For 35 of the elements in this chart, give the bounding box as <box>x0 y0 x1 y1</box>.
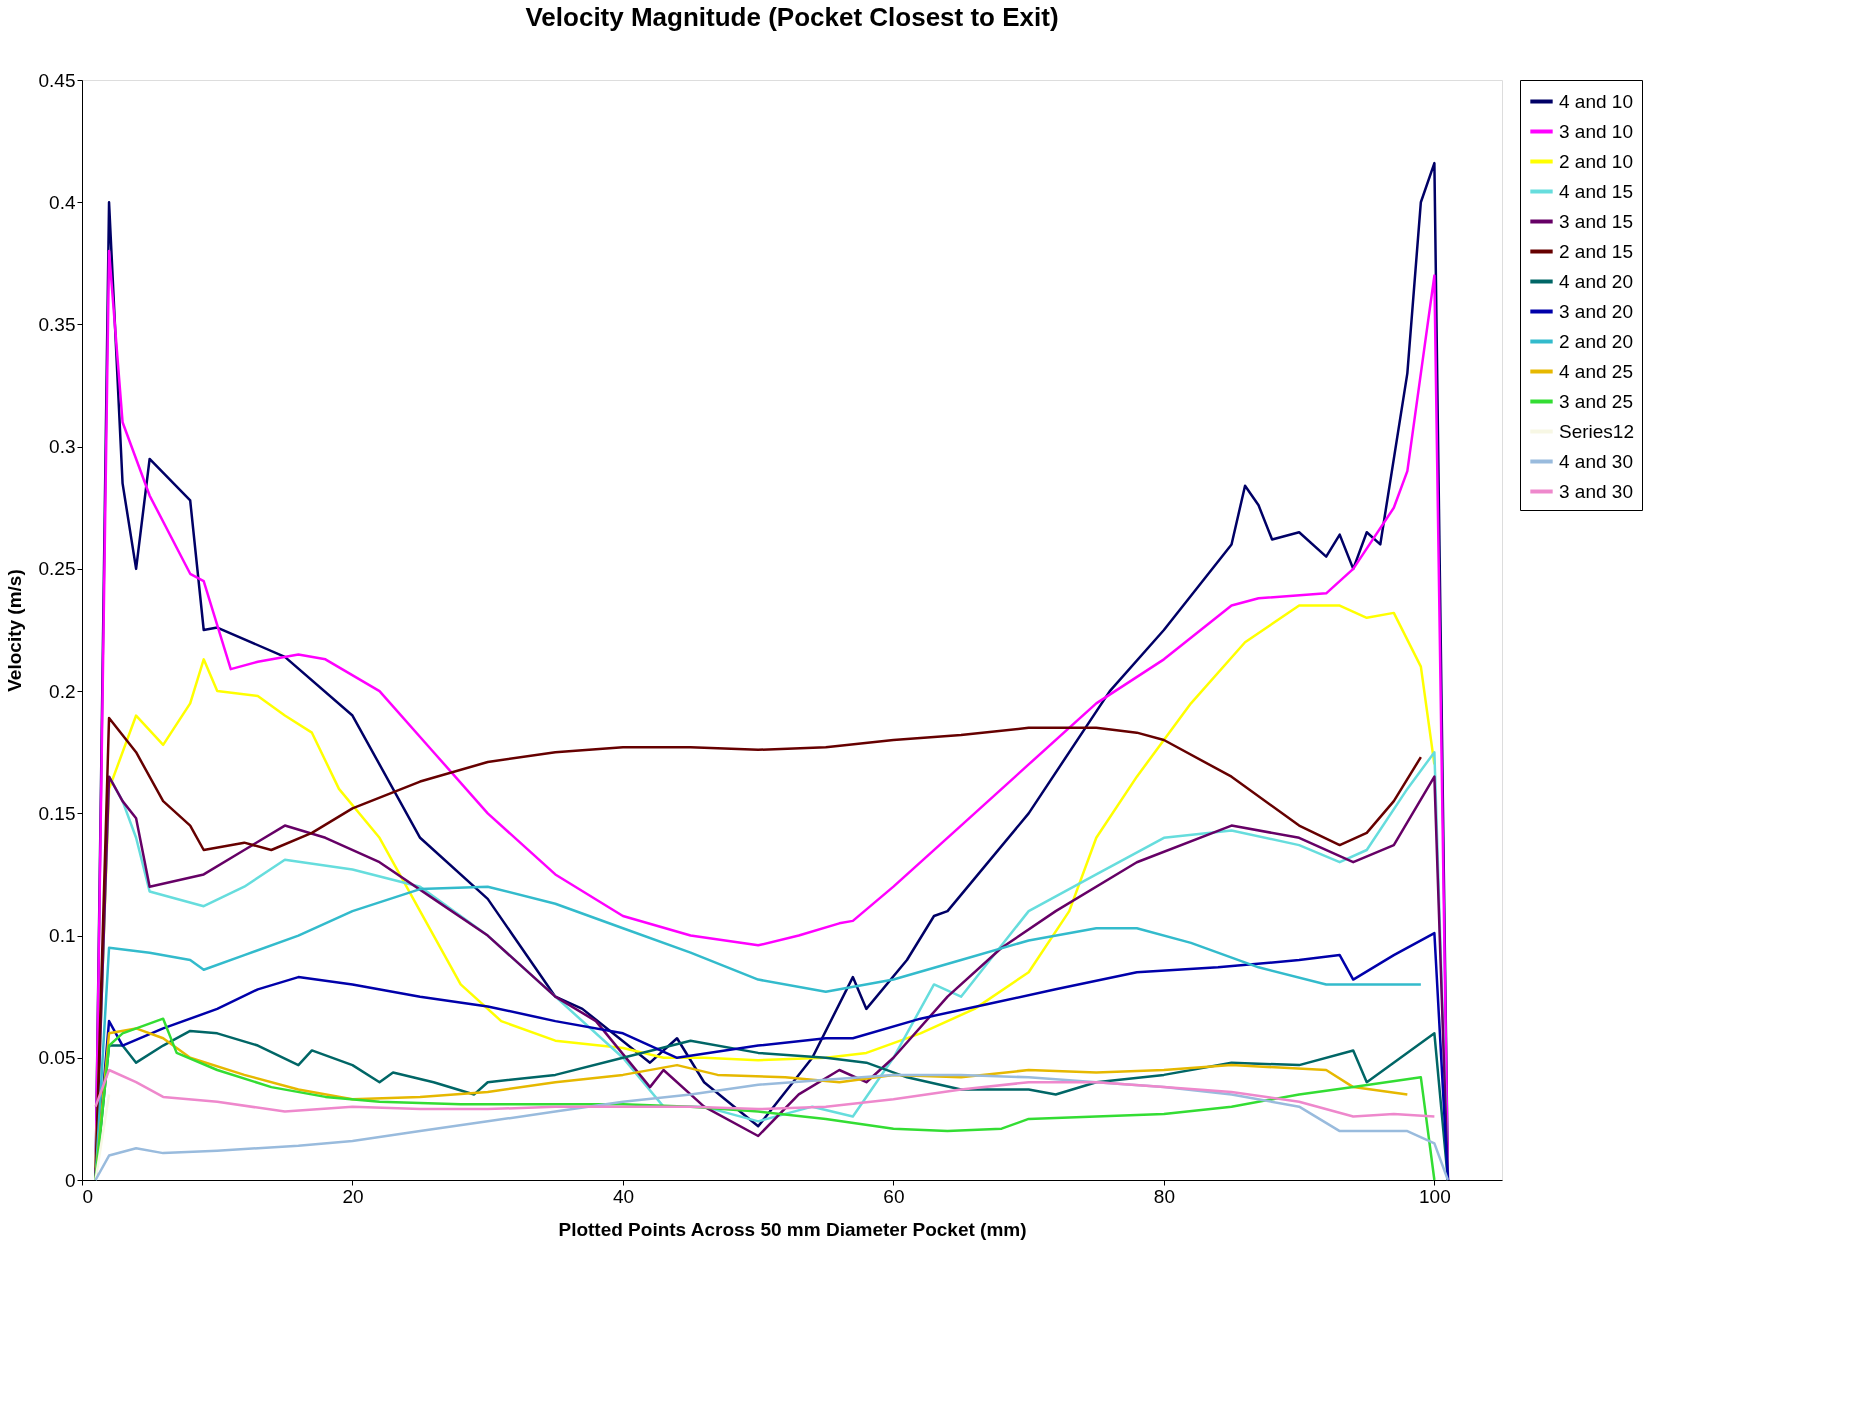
x-axis-title: Plotted Points Across 50 mm Diameter Pocket (mm) <box>558 1218 1027 1240</box>
legend-label: Series12 <box>1559 420 1634 442</box>
chart-title: Velocity Magnitude (Pocket Closest to Exit) <box>525 2 1059 32</box>
y-tick-label: 0.15 <box>38 802 76 824</box>
y-tick-label: 0.05 <box>38 1047 76 1069</box>
legend-label: 3 and 30 <box>1559 480 1633 502</box>
legend-label: 2 and 20 <box>1559 330 1633 352</box>
y-tick-label: 0.1 <box>49 925 76 947</box>
y-axis-title: Velocity (m/s) <box>3 569 25 692</box>
y-tick-label: 0.3 <box>49 436 76 458</box>
line-series <box>94 1073 1450 1182</box>
legend-label: 4 and 25 <box>1559 360 1633 382</box>
x-tick-label: 40 <box>612 1185 635 1207</box>
x-tick-label: 0 <box>82 1185 94 1207</box>
legend-label: 3 and 15 <box>1559 210 1633 232</box>
y-tick-label: 0.45 <box>38 69 76 91</box>
legend-label: 4 and 15 <box>1559 180 1633 202</box>
legend-label: 4 and 20 <box>1559 270 1633 292</box>
legend-label: 2 and 10 <box>1559 150 1633 172</box>
line-series <box>94 1068 1436 1118</box>
x-tick-label: 80 <box>1153 1185 1175 1207</box>
x-tick-label: 20 <box>342 1185 364 1207</box>
y-tick-label: 0.25 <box>38 558 76 580</box>
x-tick-label: 100 <box>1419 1185 1451 1207</box>
legend-label: 2 and 15 <box>1559 240 1633 262</box>
legend-label: 3 and 10 <box>1559 120 1633 142</box>
legend-label: 4 and 30 <box>1559 450 1633 472</box>
legend-label: 3 and 20 <box>1559 300 1633 322</box>
legend-label: 4 and 10 <box>1559 90 1633 112</box>
x-tick-label: 60 <box>883 1185 905 1207</box>
y-tick-label: 0 <box>64 1169 76 1191</box>
y-tick-label: 0.2 <box>49 680 76 702</box>
y-tick-label: 0.35 <box>38 313 76 335</box>
legend-label: 3 and 25 <box>1559 390 1633 412</box>
y-tick-label: 0.4 <box>49 191 76 213</box>
